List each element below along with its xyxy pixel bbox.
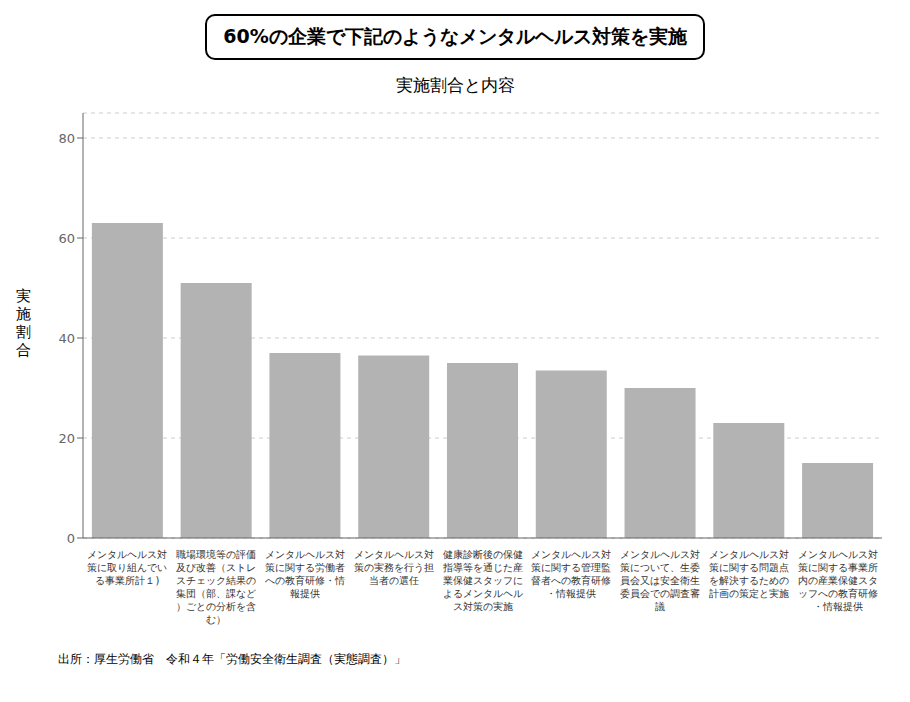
svg-text:メンタルヘルス対策に関する問題点を解決するための計画の策定と: メンタルヘルス対策に関する問題点を解決するための計画の策定と実施 <box>709 549 789 599</box>
html-text:実: 実 <box>15 287 31 305</box>
svg-text:0: 0 <box>67 531 75 546</box>
svg-text:メンタルヘルス対策について、生委員会又は安全衛生委員会での調: メンタルヘルス対策について、生委員会又は安全衛生委員会での調査審議 <box>620 549 700 612</box>
html-text:実施割合と内容: 実施割合と内容 <box>395 75 515 95</box>
html-text:割: 割 <box>15 323 31 341</box>
svg-text:60: 60 <box>58 231 75 246</box>
svg-text:メンタルヘルス対策に関する事業所内の産業保健スタッフへの教育: メンタルヘルス対策に関する事業所内の産業保健スタッフへの教育研修・情報提供 <box>798 549 878 612</box>
html-text:出所：厚生労働省 令和４年「労働安全衛生調査（実態調査）」: 出所：厚生労働省 令和４年「労働安全衛生調査（実態調査）」 <box>58 652 406 666</box>
svg-text:20: 20 <box>58 431 75 446</box>
html-text:60%の企業で下記のようなメンタルヘルス対策を実施: 60%の企業で下記のようなメンタルヘルス対策を実施 <box>223 25 687 47</box>
svg-text:メンタルヘルス対策の実務を行う担当者の選任: メンタルヘルス対策の実務を行う担当者の選任 <box>354 549 434 586</box>
svg-text:メンタルヘルス対策に関する管理監督者への教育研修・情報提供: メンタルヘルス対策に関する管理監督者への教育研修・情報提供 <box>531 549 611 599</box>
svg-text:健康診断後の保健指導等を通じた産業保健スタッフによるメンタル: 健康診断後の保健指導等を通じた産業保健スタッフによるメンタルヘルス対策の実施 <box>442 549 523 612</box>
svg-text:メンタルヘルス対策に関する労働者への教育研修・情報提供: メンタルヘルス対策に関する労働者への教育研修・情報提供 <box>265 549 345 599</box>
html-text:施: 施 <box>15 305 31 323</box>
svg-text:40: 40 <box>58 331 75 346</box>
svg-text:80: 80 <box>58 131 75 146</box>
html-text:合: 合 <box>15 341 31 359</box>
svg-text:職場環境等の評価及び改善（ストレスチェック結果の集団（部、課: 職場環境等の評価及び改善（ストレスチェック結果の集団（部、課など）ごとの分析を含… <box>176 549 256 625</box>
svg-text:メンタルヘルス対策に取り組んでいる事業所計１): メンタルヘルス対策に取り組んでいる事業所計１) <box>87 549 167 586</box>
